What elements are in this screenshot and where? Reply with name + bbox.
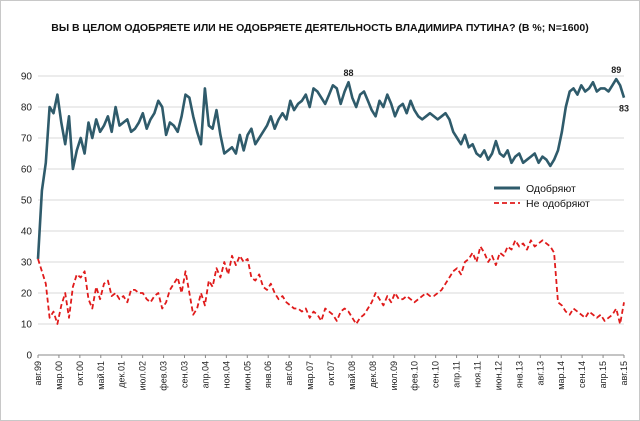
x-tick-label: май.01 (96, 361, 106, 390)
x-tick-label: ноя.11 (473, 361, 483, 388)
x-tick-label: авг.15 (619, 361, 629, 385)
x-tick-label: мар.14 (556, 361, 566, 390)
point-annotations: 88 89 83 (343, 65, 629, 114)
x-tick-label: июл.02 (138, 361, 148, 390)
x-tick-label: ноя.04 (221, 361, 231, 388)
x-tick-label: июн.12 (493, 361, 503, 390)
y-tick-label: 60 (21, 165, 33, 176)
x-tick-label: мар.00 (54, 361, 64, 390)
y-tick-label: 70 (21, 134, 33, 145)
x-tick-label: июл.09 (389, 361, 399, 390)
y-tick-label: 90 (21, 72, 33, 83)
x-tick-label: авг.99 (33, 361, 43, 385)
y-tick-label: 20 (21, 289, 33, 300)
x-tick-label: мар.07 (305, 361, 315, 390)
x-tick-label: авг.13 (535, 361, 545, 385)
approve-series-line (36, 77, 626, 259)
x-tick-label: дек.08 (368, 361, 378, 388)
y-tick-label: 0 (26, 351, 32, 362)
x-tick-label: окт.07 (326, 361, 336, 386)
x-tick-label: фев.03 (159, 361, 169, 391)
x-tick-label: сен.10 (431, 361, 441, 388)
y-tick-label: 50 (21, 196, 33, 207)
x-tick-label: фев.10 (410, 361, 420, 391)
data-label: 89 (611, 65, 621, 75)
legend-label: Не одобряют (526, 198, 590, 210)
chart-legend: Одобряют Не одобряют (494, 183, 590, 210)
data-label: 83 (619, 104, 629, 114)
y-axis-tick-labels: 0 10 20 30 40 50 60 70 80 90 (21, 72, 33, 362)
disapprove-series-line (37, 239, 625, 325)
y-tick-label: 80 (21, 103, 33, 114)
x-axis-tick-labels: авг.99 мар.00 окт.00 май.01 дек.01 июл.02 фев.… (33, 355, 629, 391)
x-tick-label: авг.06 (284, 361, 294, 385)
series-lines (36, 77, 626, 325)
x-tick-label: сен.14 (577, 361, 587, 388)
x-tick-label: май.08 (347, 361, 357, 390)
x-tick-label: окт.00 (75, 361, 85, 386)
y-tick-label: 10 (21, 320, 33, 331)
x-tick-label: апр.04 (200, 361, 210, 388)
y-tick-label: 40 (21, 227, 33, 238)
x-tick-label: июн.05 (242, 361, 252, 390)
x-tick-label: янв.13 (514, 361, 524, 388)
x-tick-label: апр.15 (598, 361, 608, 388)
x-tick-label: янв.06 (263, 361, 273, 388)
x-tick-label: сен.03 (180, 361, 190, 388)
chart-title: ВЫ В ЦЕЛОМ ОДОБРЯЕТЕ ИЛИ НЕ ОДОБРЯЕТЕ ДЕ… (51, 22, 588, 34)
x-tick-label: дек.01 (117, 361, 127, 388)
x-tick-label: апр.11 (452, 361, 462, 388)
gridlines (38, 75, 624, 356)
y-tick-label: 30 (21, 258, 33, 269)
data-label: 88 (343, 68, 353, 78)
legend-label: Одобряют (526, 183, 576, 195)
